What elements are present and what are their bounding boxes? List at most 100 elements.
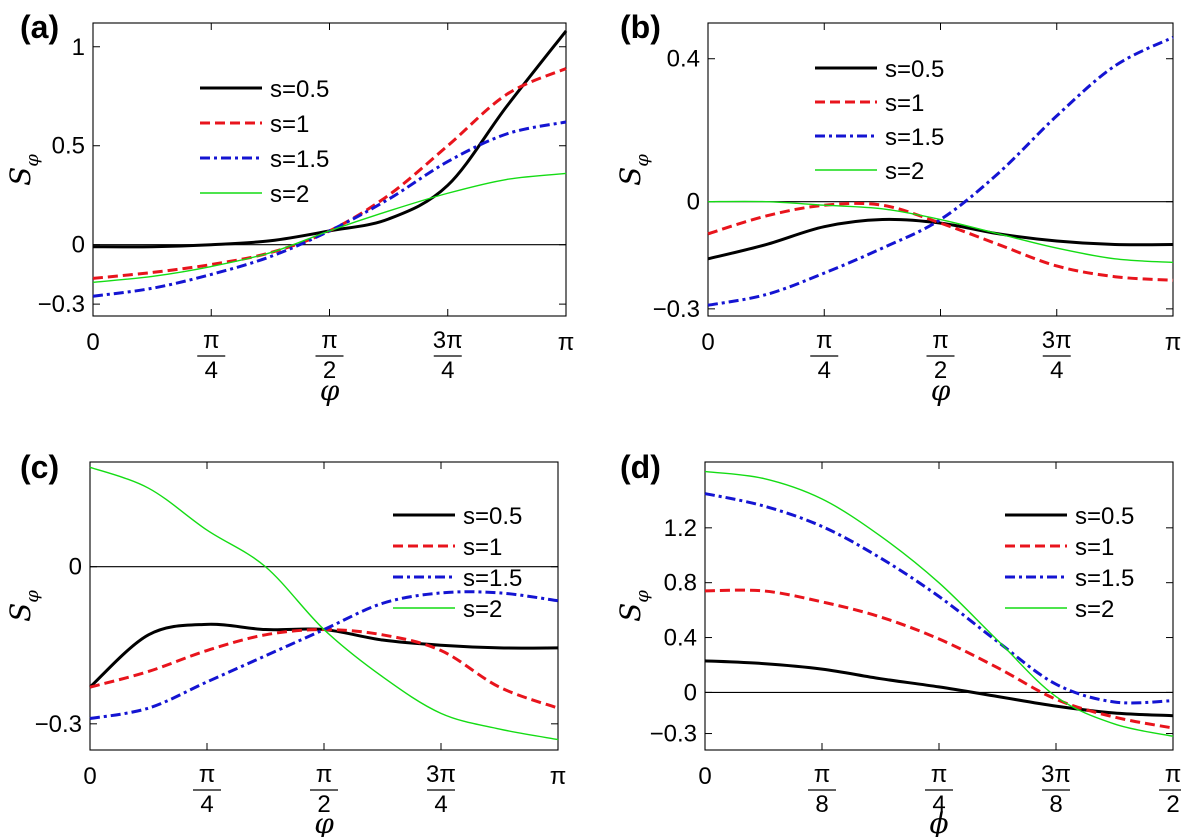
panel-label: (c) — [20, 449, 59, 485]
y-tick-label: −0.3 — [35, 711, 82, 738]
legend-label: s=1.5 — [1075, 565, 1134, 592]
x-tick-denominator: 2 — [323, 357, 336, 384]
x-axis-label: φ — [931, 374, 951, 407]
x-tick-denominator: 2 — [1166, 791, 1179, 818]
series-line-s-0-5 — [88, 622, 559, 689]
y-tick-label: 0 — [69, 554, 82, 581]
x-tick-label: 0 — [86, 329, 99, 356]
x-tick-numerator: π — [814, 761, 831, 788]
x-tick-label: π — [550, 763, 567, 790]
chart-panel-4: −0.300.40.81.20 π8π43π8π2s=0.5s=1s=1.5s=2… — [614, 449, 1181, 837]
series-line-s-0-5 — [92, 29, 568, 249]
x-axis-label: φ — [314, 807, 334, 837]
series-line-s-1-5 — [707, 35, 1174, 307]
legend-label: s=2 — [270, 181, 309, 208]
series-line-s-2 — [704, 470, 1174, 737]
series-line-s-1-5 — [704, 492, 1174, 705]
x-tick-label: 3π4 — [426, 761, 456, 818]
y-tick-label: 0.4 — [667, 46, 700, 73]
x-tick-numerator: π — [321, 327, 338, 354]
x-tick-label: π2 — [1159, 761, 1181, 818]
x-tick-numerator: π — [203, 327, 220, 354]
panel-label: (b) — [620, 9, 661, 45]
y-tick-label: 0 — [687, 189, 700, 216]
legend-label: s=1 — [270, 111, 309, 138]
y-tick-label: −0.3 — [38, 291, 85, 318]
legend-label: s=2 — [885, 158, 924, 185]
panel-label: (a) — [20, 9, 59, 45]
series-line-s-1 — [707, 201, 1174, 282]
x-tick-label: 0 — [701, 329, 714, 356]
x-tick-denominator: 4 — [434, 791, 447, 818]
legend: s=0.5 s=1 s=1.5 s=2 — [1005, 503, 1134, 623]
y-axis-label: Sφ — [4, 590, 43, 622]
x-tick-denominator: 8 — [1049, 791, 1062, 818]
legend-label: s=0.5 — [885, 56, 944, 83]
legend-label: s=1.5 — [463, 565, 522, 592]
x-tick-denominator: 4 — [441, 357, 454, 384]
x-tick-numerator: 3π — [433, 327, 463, 354]
x-tick-denominator: 8 — [815, 791, 828, 818]
x-tick-label: π4 — [810, 327, 839, 384]
x-tick-label: π4 — [197, 327, 226, 384]
legend-label: s=0.5 — [1075, 503, 1134, 530]
series-line-s-2 — [707, 200, 1174, 264]
legend-label: s=1 — [885, 90, 924, 117]
series-line-s-0-5 — [707, 217, 1174, 261]
plot-frame — [92, 22, 567, 317]
x-tick-denominator: 2 — [934, 357, 947, 384]
x-tick-numerator: π — [199, 761, 216, 788]
series-line-s-0-5 — [704, 659, 1174, 718]
x-tick-label: π2 — [926, 327, 955, 384]
y-axis-label: Sφ — [4, 154, 43, 186]
legend: s=0.5 s=1 s=1.5 s=2 — [393, 503, 522, 623]
x-tick-numerator: 3π — [426, 761, 456, 788]
x-tick-denominator: 4 — [1050, 357, 1063, 384]
y-tick-label: 1 — [72, 34, 85, 61]
legend-label: s=0.5 — [463, 503, 522, 530]
legend-label: s=1.5 — [885, 124, 944, 151]
x-tick-denominator: 4 — [932, 791, 945, 818]
x-tick-numerator: 3π — [1041, 761, 1071, 788]
legend-label: s=1 — [463, 534, 502, 561]
x-tick-numerator: π — [316, 761, 333, 788]
y-tick-label: 0.5 — [52, 133, 85, 160]
y-tick-label: −0.3 — [653, 296, 700, 323]
x-tick-denominator: 4 — [200, 791, 213, 818]
series-line-s-1-5 — [92, 120, 567, 298]
x-tick-label: 0 — [698, 763, 711, 790]
x-tick-label: π — [558, 329, 575, 356]
panel-label: (d) — [620, 449, 661, 485]
y-tick-label: 1.2 — [664, 515, 697, 542]
legend-label: s=1.5 — [270, 146, 329, 173]
x-axis-label: φ — [320, 374, 340, 407]
y-tick-label: 0.8 — [664, 570, 697, 597]
x-tick-label: π8 — [808, 761, 836, 818]
x-tick-label: 0 — [83, 763, 96, 790]
legend-label: s=1 — [1075, 534, 1114, 561]
legend-label: s=2 — [1075, 596, 1114, 623]
y-tick-label: 0 — [72, 232, 85, 259]
x-tick-label: 3π4 — [433, 327, 463, 384]
x-tick-label: π2 — [310, 761, 339, 818]
x-tick-numerator: π — [816, 327, 833, 354]
x-tick-label: π4 — [925, 761, 953, 818]
y-tick-label: 0.4 — [664, 625, 697, 652]
y-tick-label: −0.3 — [650, 721, 697, 748]
x-tick-label: π — [1165, 329, 1181, 356]
legend: s=0.5 s=1 s=1.5 s=2 — [200, 76, 329, 208]
x-tick-numerator: π — [931, 761, 948, 788]
x-tick-label: 3π8 — [1041, 761, 1071, 818]
x-tick-numerator: 3π — [1042, 327, 1072, 354]
series-line-s-1 — [704, 588, 1174, 730]
x-tick-label: π2 — [315, 327, 344, 384]
legend-label: s=2 — [463, 596, 502, 623]
x-axis-label: ϕ — [929, 807, 948, 837]
y-tick-label: 0 — [684, 679, 697, 706]
x-tick-denominator: 2 — [317, 791, 330, 818]
x-tick-numerator: π — [932, 327, 949, 354]
